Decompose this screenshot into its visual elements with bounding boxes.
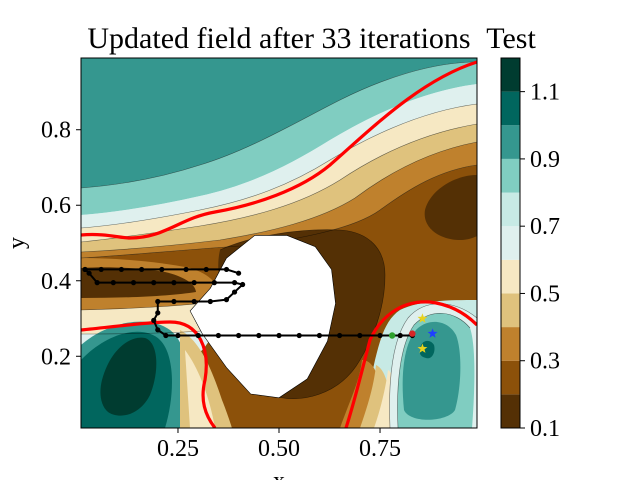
path-point [175,332,181,339]
path-point [130,280,137,286]
x-tick-label: 0.50 [258,436,300,462]
path-point [82,266,88,273]
x-tick-label: 0.25 [157,436,199,462]
colorbar-swatch [501,360,520,395]
marker-current [409,330,416,337]
path-point [195,332,201,339]
contour-band-right-midteal [402,321,461,420]
contour-band-bottomleft-deep [100,337,157,416]
colorbar-swatch [501,293,520,328]
y-axis: 0.2 0.4 0.6 0.8 [41,118,81,370]
y-tick-label: 0.6 [41,193,71,219]
path-point [191,298,197,305]
path-point [240,281,246,288]
path-point [110,280,116,286]
contour-band-teal-top [81,58,477,188]
colorbar-title: Test [486,22,536,55]
path-point [316,332,323,339]
path-point [139,266,145,273]
marker-aux2 [417,343,428,353]
y-axis-label: y [4,237,30,249]
colorbar-swatch [501,125,520,159]
path-point [235,332,242,339]
obstacle [189,235,336,399]
path-point [256,332,262,339]
contour-band-right-darkteal [419,340,435,359]
marker-aux1 [417,313,428,323]
colorbar: 0.1 0.3 0.5 0.7 0.9 1.1 [500,57,560,442]
path-point [231,280,238,286]
colorbar-tick-label: 0.9 [530,147,560,173]
path-point [337,332,343,339]
contour-band-darkbrown-east [424,175,477,240]
path-point [215,332,221,339]
marker-target [427,328,438,338]
path-point [151,317,157,323]
contour-band-cream [81,104,477,242]
contour-band-light-teal [81,62,477,215]
path-point [211,280,217,286]
path-point [397,332,403,339]
chart-title: Updated field after 33 iterations [87,22,470,55]
path-point [155,298,161,305]
colorbar-swatch [501,158,520,193]
path-point [151,280,157,286]
plot-area [81,58,477,428]
path-point [86,270,92,276]
path-markers [388,313,438,353]
path-point [118,266,125,273]
colorbar-swatch [501,394,520,428]
colorbar-tick-label: 0.3 [530,349,560,375]
path-point [223,266,230,273]
path-point [276,332,282,339]
colorbar-swatch [501,327,520,361]
colorbar-swatch [501,192,520,227]
path-point [155,327,161,333]
colorbar-tick-label: 0.7 [530,214,560,240]
path-point [357,332,363,339]
path-main [84,268,413,337]
colorbar-tick-label: 0.1 [530,416,560,442]
contour-band-bottom-pale [185,350,215,428]
colorbar-frame [500,57,521,429]
red-contour-upper [81,60,477,240]
path-point [159,266,165,273]
x-axis-label: x [273,468,285,480]
marker-start [388,332,396,339]
optimization-path [82,266,415,339]
y-tick-label: 0.2 [41,344,71,370]
path-point [377,332,383,339]
contour-band-pale-1 [81,84,477,228]
path-point [171,280,177,286]
colorbar-swatch [501,91,520,126]
path-point [235,270,242,276]
path-point [223,297,230,303]
path-point [183,266,189,273]
y-tick-label: 0.8 [41,118,71,144]
path-point [94,280,100,286]
path-point [191,280,197,286]
path-point [207,298,213,305]
contour-band-tan [81,124,477,252]
path-point [171,298,177,305]
x-tick-label: 0.75 [359,436,401,462]
colorbar-tick-label: 0.5 [530,281,560,307]
path-point [231,289,238,295]
colorbar-swatch [501,58,520,92]
x-axis: 0.25 0.50 0.75 [157,428,401,462]
y-tick-label: 0.4 [41,269,71,295]
path-point [98,266,104,273]
red-contour-right [344,300,477,428]
colorbar-swatch [501,259,520,294]
path-point [155,310,161,316]
colorbar-swatch [501,226,520,260]
path-point [163,332,169,339]
path-point [203,266,209,273]
path-point [296,332,302,339]
colorbar-tick-label: 1.1 [530,80,560,106]
